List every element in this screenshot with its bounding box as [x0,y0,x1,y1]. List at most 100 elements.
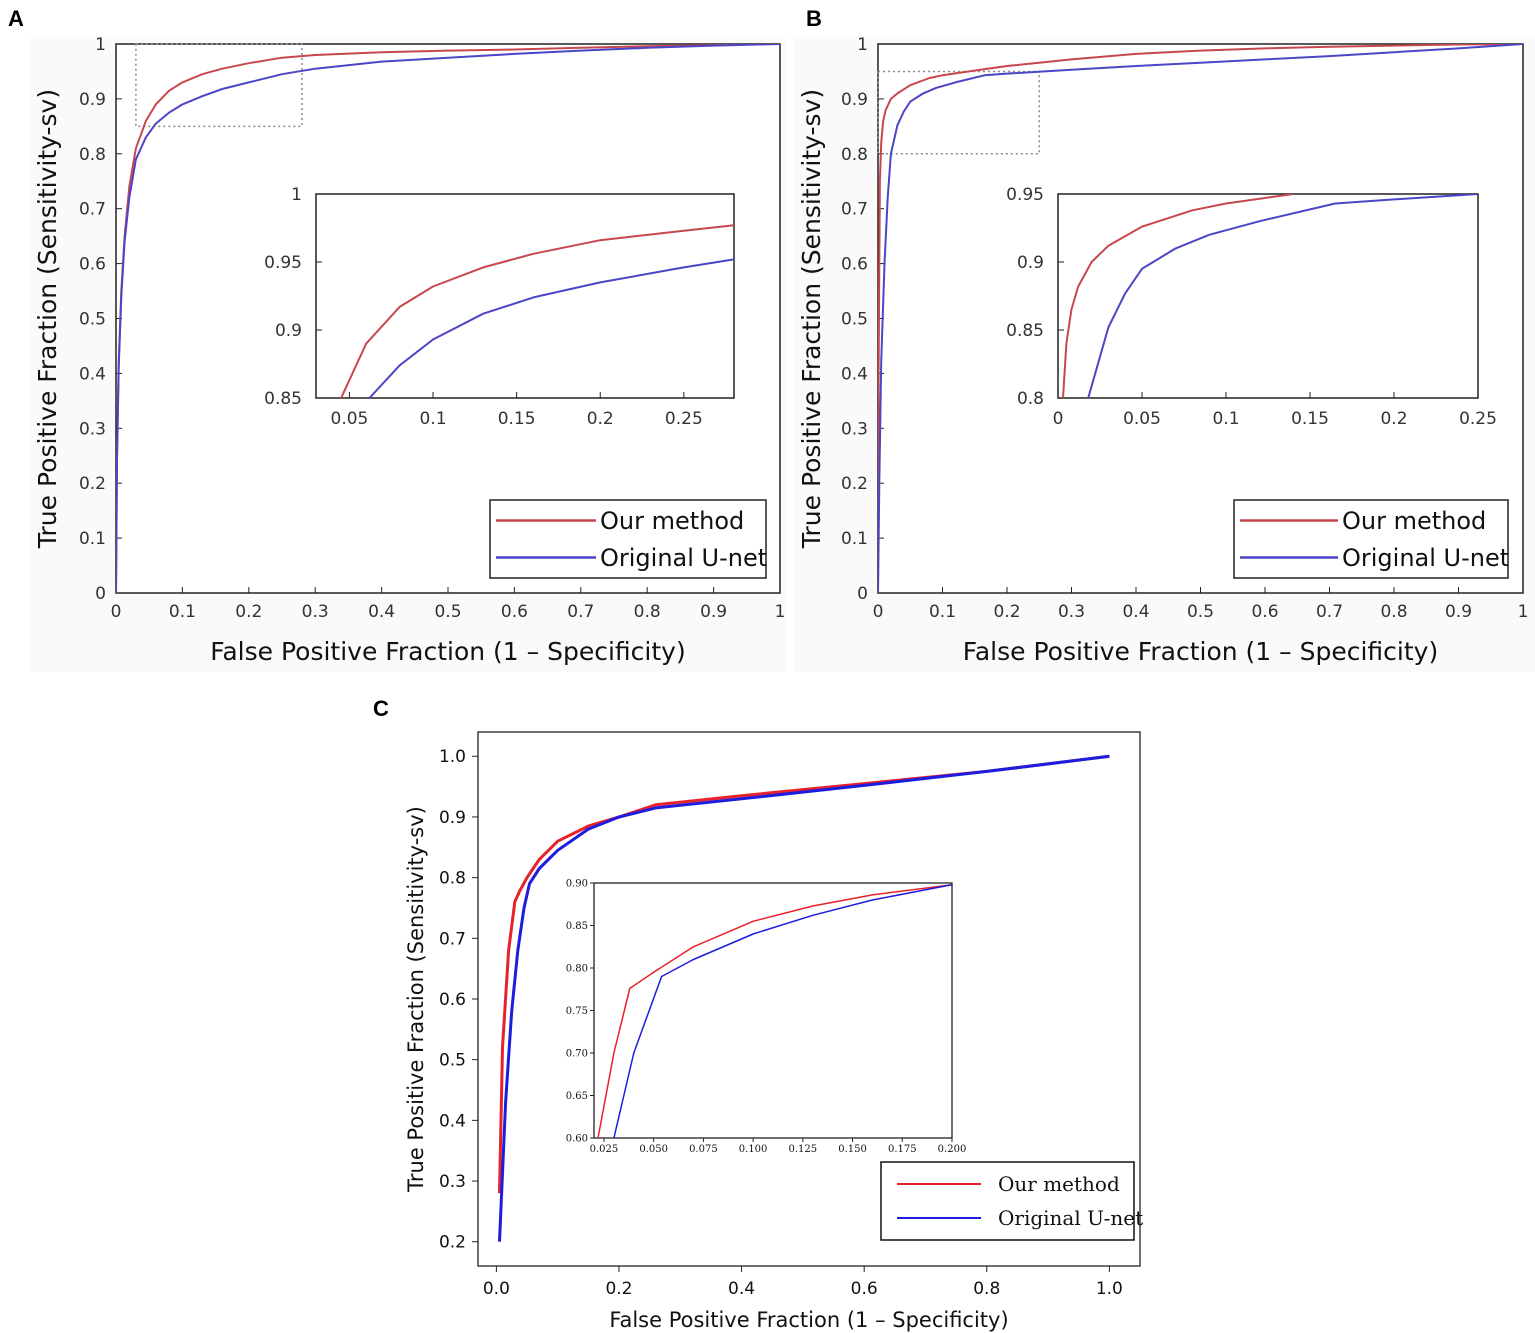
panel-a-chart: 0 0.1 0.2 0.3 0.4 0.5 0.6 0.7 0.8 0.9 1 0 0.1 0.2 0.3 0… [30,35,785,672]
panel-b-inset-series-original-unet [1087,194,1478,398]
panel-c-inset-x-tick-label: 0.175 [888,1144,917,1155]
panel-a-legend-label: Our method [600,507,744,535]
panel-c-x-tick-label: 0.2 [605,1279,632,1299]
panel-a-y-tick-label: 0.7 [79,200,106,220]
panel-b-y-tick-label: 0.6 [841,255,868,275]
panel-c-legend-label: Our method [998,1172,1120,1196]
panel-b-x-tick-label: 0 [873,602,884,622]
panel-a-inset-series-our-method [340,224,734,398]
panel-a-inset-x-tick-label: 0.15 [498,409,536,429]
panel-a-x-tick-label: 0.8 [634,602,661,622]
panel-b-x-tick-label: 0.7 [1316,602,1343,622]
panel-b-y-tick-label: 0 [857,584,868,604]
panel-b-inset-plot-frame [1057,193,1479,399]
panel-c-series-our-method [498,754,1110,1194]
panel-b-x-axis-label: False Positive Fraction (1 – Specificity… [963,637,1438,666]
panel-a-y-tick-label: 0.3 [79,419,106,439]
panel-a-x-tick-label: 0.5 [434,602,461,622]
panel-a-inset-x-tick-label: 0.05 [331,409,369,429]
panel-c-y-tick-label: 0.5 [439,1051,466,1071]
panel-a-x-tick-label: 0 [111,602,122,622]
panel-b-legend-label: Original U-net [1342,544,1509,572]
panel-b-inset-x-tick-label: 0.2 [1380,409,1407,429]
panel-c-inset-x-tick-label: 0.200 [938,1144,967,1155]
panel-b-x-tick-label: 1 [1518,602,1529,622]
panel-c-inset-plot-frame [593,882,953,1139]
panel-b-inset-y-tick-label: 0.85 [1006,321,1044,341]
panel-a-inset-x-tick-label: 0.2 [587,409,614,429]
panel-b-inset-x-tick-label: 0.15 [1291,409,1329,429]
panel-b-x-tick-label: 0.9 [1445,602,1472,622]
panel-a-x-tick-label: 1 [775,602,786,622]
panel-a-inset-y-tick-label: 1 [291,185,302,205]
panel-b-y-tick-label: 0.3 [841,419,868,439]
panel-a-y-tick-label: 0.4 [79,364,106,384]
panel-label-a: A [8,6,24,31]
panel-a-x-tick-label: 0.3 [302,602,329,622]
panel-b-y-axis-label: True Positive Fraction (Sensitivity-sv) [797,89,826,549]
panel-c-y-tick-label: 0.7 [439,929,466,949]
panel-b-inset-x-tick-label: 0 [1053,409,1064,429]
panel-c-inset-x-tick-label: 0.075 [689,1144,718,1155]
panel-a-x-tick-label: 0.2 [235,602,262,622]
panel-c-y-tick-label: 1.0 [439,747,466,767]
panel-b-y-tick-label: 0.8 [841,145,868,165]
panel-a-x-tick-label: 0.4 [368,602,395,622]
panel-b-inset-series-our-method [1062,194,1294,398]
panel-a-inset-series-original-unet [368,258,734,398]
panel-b-inset-y-tick-label: 0.9 [1017,253,1044,273]
panel-b-legend [1233,499,1509,579]
panel-a-x-tick-label: 0.7 [567,602,594,622]
panel-a-series-original-unet [116,44,780,593]
panel-a-y-axis-label: True Positive Fraction (Sensitivity-sv) [33,89,62,549]
panel-c-inset-series-original-unet [613,883,952,1138]
panel-c-inset-y-tick-label: 0.75 [566,1006,588,1017]
panel-c-y-axis-label: True Positive Fraction (Sensitivity-sv) [404,806,428,1193]
panel-c-inset-y-tick-label: 0.65 [566,1091,588,1102]
panel-c-x-tick-label: 0.8 [973,1279,1000,1299]
panel-c-x-tick-label: 0.6 [851,1279,878,1299]
panel-c-y-tick-label: 0.4 [439,1111,466,1131]
panel-a-x-axis-label: False Positive Fraction (1 – Specificity… [210,637,685,666]
panel-b-x-tick-label: 0.8 [1380,602,1407,622]
panel-a-inset-y-tick-label: 0.85 [264,389,302,409]
panel-c-y-tick-label: 0.3 [439,1172,466,1192]
panel-a-y-tick-label: 0.9 [79,90,106,110]
panel-c-legend [880,1161,1135,1241]
panel-label-c: C [373,696,389,721]
panel-c-x-axis-label: False Positive Fraction (1 – Specificity… [609,1308,1008,1332]
panel-b-inset-y-tick-label: 0.8 [1017,389,1044,409]
panel-c-y-tick-label: 0.9 [439,808,466,828]
panel-c-inset-x-tick-label: 0.150 [838,1144,867,1155]
panel-b-inset-x-tick-label: 0.05 [1123,409,1161,429]
panel-a-legend-label: Original U-net [600,544,767,572]
panel-a-x-tick-label: 0.9 [700,602,727,622]
panel-b-inset-y-tick-label: 0.95 [1006,185,1044,205]
panel-b-y-tick-label: 0.1 [841,529,868,549]
panel-a-inset-y-tick-label: 0.9 [275,321,302,341]
panel-a-y-tick-label: 0 [95,584,106,604]
panel-b-series-original-unet [878,44,1523,593]
panel-c-legend-label: Original U-net [998,1206,1143,1230]
panel-b-x-tick-label: 0.4 [1122,602,1149,622]
panel-a-legend [489,499,767,579]
panel-c-y-tick-label: 0.2 [439,1233,466,1253]
panel-b-legend-label: Our method [1342,507,1486,535]
panel-a-inset-plot-frame [315,193,735,399]
panel-b-x-tick-label: 0.3 [1058,602,1085,622]
panel-c-y-tick-label: 0.8 [439,869,466,889]
panel-b-y-tick-label: 0.5 [841,309,868,329]
panel-a-y-tick-label: 0.2 [79,474,106,494]
panel-a-inset-y-tick-label: 0.95 [264,253,302,273]
panel-b-chart: 0 0.1 0.2 0.3 0.4 0.5 0.6 0.7 0.8 0.9 1 0 0.1 0.2 0.3 0… [793,35,1535,672]
panel-b-x-tick-label: 0.1 [929,602,956,622]
panel-b-inset-x-tick-label: 0.25 [1459,409,1497,429]
panel-b-inset-x-tick-label: 0.1 [1212,409,1239,429]
panel-c-inset-y-tick-label: 0.80 [566,964,588,975]
panel-a-zoom-box [135,43,303,128]
panel-b-y-tick-label: 0.2 [841,474,868,494]
panel-a-y-tick-label: 1 [95,35,106,55]
panel-b-x-tick-label: 0.2 [993,602,1020,622]
panel-b-y-tick-label: 1 [857,35,868,55]
